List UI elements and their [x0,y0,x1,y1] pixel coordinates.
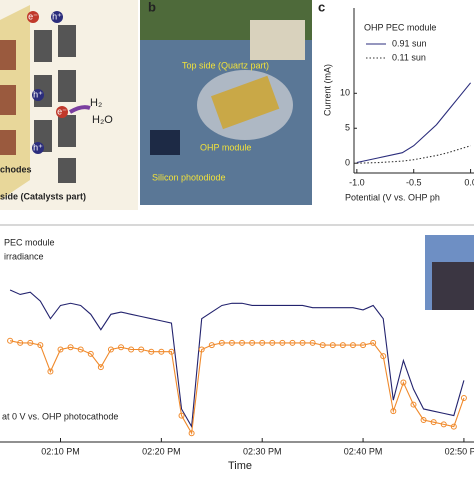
label: H₂ [90,97,102,109]
panel-b-photo: b Top side (Quartz part) OHP module Sili… [140,0,312,205]
x-tick-label: 02:20 PM [142,446,181,456]
cells-dark [34,25,76,183]
marker [77,346,84,353]
cells [0,40,16,155]
annotation: at 0 V vs. OHP photocathode [2,411,118,421]
marker [47,368,54,375]
marker [17,339,24,346]
legend-label: PEC module [4,237,55,247]
marker [360,342,367,349]
photo-label: Top side (Quartz part) [182,60,269,70]
y-tick-label: 0 [345,158,350,168]
y-tick-label: 10 [340,88,350,98]
label: side (Catalysts part) [0,191,86,201]
marker [329,342,336,349]
marker [148,348,155,355]
label: h⁺ [33,142,43,152]
marker [239,339,246,346]
marker [57,346,64,353]
marker [188,430,195,437]
panel-label: b [148,0,156,14]
marker [349,342,356,349]
marker [279,339,286,346]
label: h⁺ [52,11,62,21]
x-tick-label: -0.5 [406,177,422,187]
marker [380,353,387,360]
marker [208,342,215,349]
marker [107,346,114,353]
marker [7,337,14,344]
label: e⁻ [57,106,67,116]
marker [460,394,467,401]
marker [309,339,316,346]
label: h⁺ [33,89,43,99]
inset-photo [425,235,474,310]
x-tick-label: 02:10 PM [41,446,80,456]
marker [299,339,306,346]
label: e⁻ [28,11,38,21]
marker [198,346,205,353]
legend-title: OHP PEC module [364,22,436,32]
marker [158,348,165,355]
photo-label: OHP module [200,142,251,152]
marker [218,339,225,346]
marker [269,339,276,346]
x-tick-label: 02:30 PM [243,446,282,456]
marker [128,346,135,353]
marker [37,342,44,349]
series-line [356,82,472,164]
marker [87,350,94,357]
marker [370,339,377,346]
x-tick-label: 0.0 [464,177,474,187]
marker [339,342,346,349]
marker [289,339,296,346]
marker [259,339,266,346]
y-tick-label: 5 [345,123,350,133]
marker [430,419,437,426]
marker [228,339,235,346]
x-tick-label: 02:50 PM [445,446,474,456]
marker [67,344,74,351]
series-line [9,289,465,429]
marker [450,423,457,430]
marker [390,408,397,415]
marker [118,344,125,351]
panel-a-art: e⁻ h⁺ h⁺ H₂ H₂O e⁻ h⁺ chodes side (Catal… [0,0,138,210]
marker [138,346,145,353]
marker [178,412,185,419]
marker [319,342,326,349]
x-axis-label: Potential (V vs. OHP ph [345,192,440,202]
x-axis-label: Time [228,460,252,472]
marker [97,364,104,371]
y-axis-label: Current (mA) [322,64,332,116]
arrow [68,105,91,114]
marker [400,379,407,386]
label: H₂O [92,114,113,126]
marker [410,401,417,408]
marker [168,348,175,355]
panel-label: c [318,0,325,14]
legend-label: irradiance [4,251,44,261]
legend-label: 0.11 sun [392,52,426,62]
series-line [356,145,471,164]
label: chodes [0,164,32,174]
marker [440,421,447,428]
series-line [9,340,465,435]
x-tick-label: -1.0 [349,177,365,187]
marker [420,416,427,423]
marker [249,339,256,346]
legend-label: 0.91 sun [392,38,427,48]
marker [27,339,34,346]
photo-label: Silicon photodiode [152,172,226,182]
x-tick-label: 02:40 PM [344,446,383,456]
